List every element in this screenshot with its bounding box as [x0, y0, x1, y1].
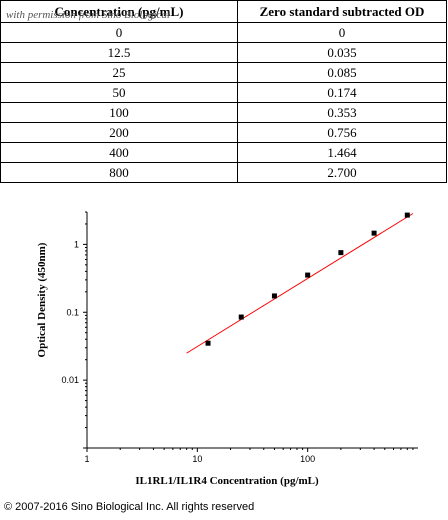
cell-od: 2.700	[237, 162, 447, 183]
y-tick-label: 0.1	[66, 307, 79, 317]
y-tick-label: 0.01	[61, 375, 79, 385]
fit-line	[186, 213, 414, 354]
table-row: 25 0.085	[0, 62, 447, 83]
data-point	[338, 250, 344, 256]
x-tick-label: 10	[192, 454, 202, 464]
data-point	[271, 293, 277, 299]
cell-od: 0.035	[237, 42, 447, 63]
table-row: 800 2.700	[0, 162, 447, 183]
data-point	[371, 230, 377, 236]
cell-concentration: 0	[0, 22, 238, 43]
standard-curve-chart: 1 10 100 1 0.1 0.01 IL1RL1/IL1R4 Concentratio…	[36, 211, 418, 487]
cell-concentration: 100	[0, 102, 238, 123]
data-point	[205, 340, 211, 346]
data-point	[238, 314, 244, 320]
x-axis-title: IL1RL1/IL1R4 Concentration (pg/mL)	[135, 475, 319, 487]
cell-concentration: 50	[0, 82, 238, 103]
x-tick-label: 100	[300, 454, 315, 464]
cell-concentration: 25	[0, 62, 238, 83]
cell-od: 0.085	[237, 62, 447, 83]
cell-od: 0.174	[237, 82, 447, 103]
copyright-text: © 2007-2016 Sino Biological Inc. All rig…	[4, 501, 255, 513]
data-point	[404, 212, 410, 218]
table-row: 400 1.464	[0, 142, 447, 163]
chart-axes	[86, 212, 418, 449]
cell-od: 0	[237, 22, 447, 43]
fit-line-group	[186, 213, 414, 354]
cell-concentration: 200	[0, 122, 238, 143]
cell-concentration: 12.5	[0, 42, 238, 63]
cell-concentration: 400	[0, 142, 238, 163]
table-row: 12.5 0.035	[0, 42, 447, 63]
cell-od: 0.756	[237, 122, 447, 143]
cell-concentration: 800	[0, 162, 238, 183]
cell-od: 1.464	[237, 142, 447, 163]
cell-od: 0.353	[237, 102, 447, 123]
header-concentration: Concentration (pg/mL)	[0, 0, 238, 23]
table-row: 200 0.756	[0, 122, 447, 143]
table-row: 50 0.174	[0, 82, 447, 103]
standard-curve-table: Concentration (pg/mL) Zero standard subt…	[0, 0, 447, 183]
table-row: 100 0.353	[0, 102, 447, 123]
x-tick-label: 1	[84, 454, 89, 464]
y-axis-title: Optical Density (450nm)	[36, 242, 48, 357]
data-point	[305, 272, 311, 278]
y-tick-label: 1	[74, 239, 79, 249]
data-points	[205, 212, 410, 346]
header-od: Zero standard subtracted OD	[237, 0, 447, 23]
chart-ticks: 1 10 100 1 0.1 0.01	[61, 211, 414, 464]
table-header-row: Concentration (pg/mL) Zero standard subt…	[0, 0, 447, 23]
